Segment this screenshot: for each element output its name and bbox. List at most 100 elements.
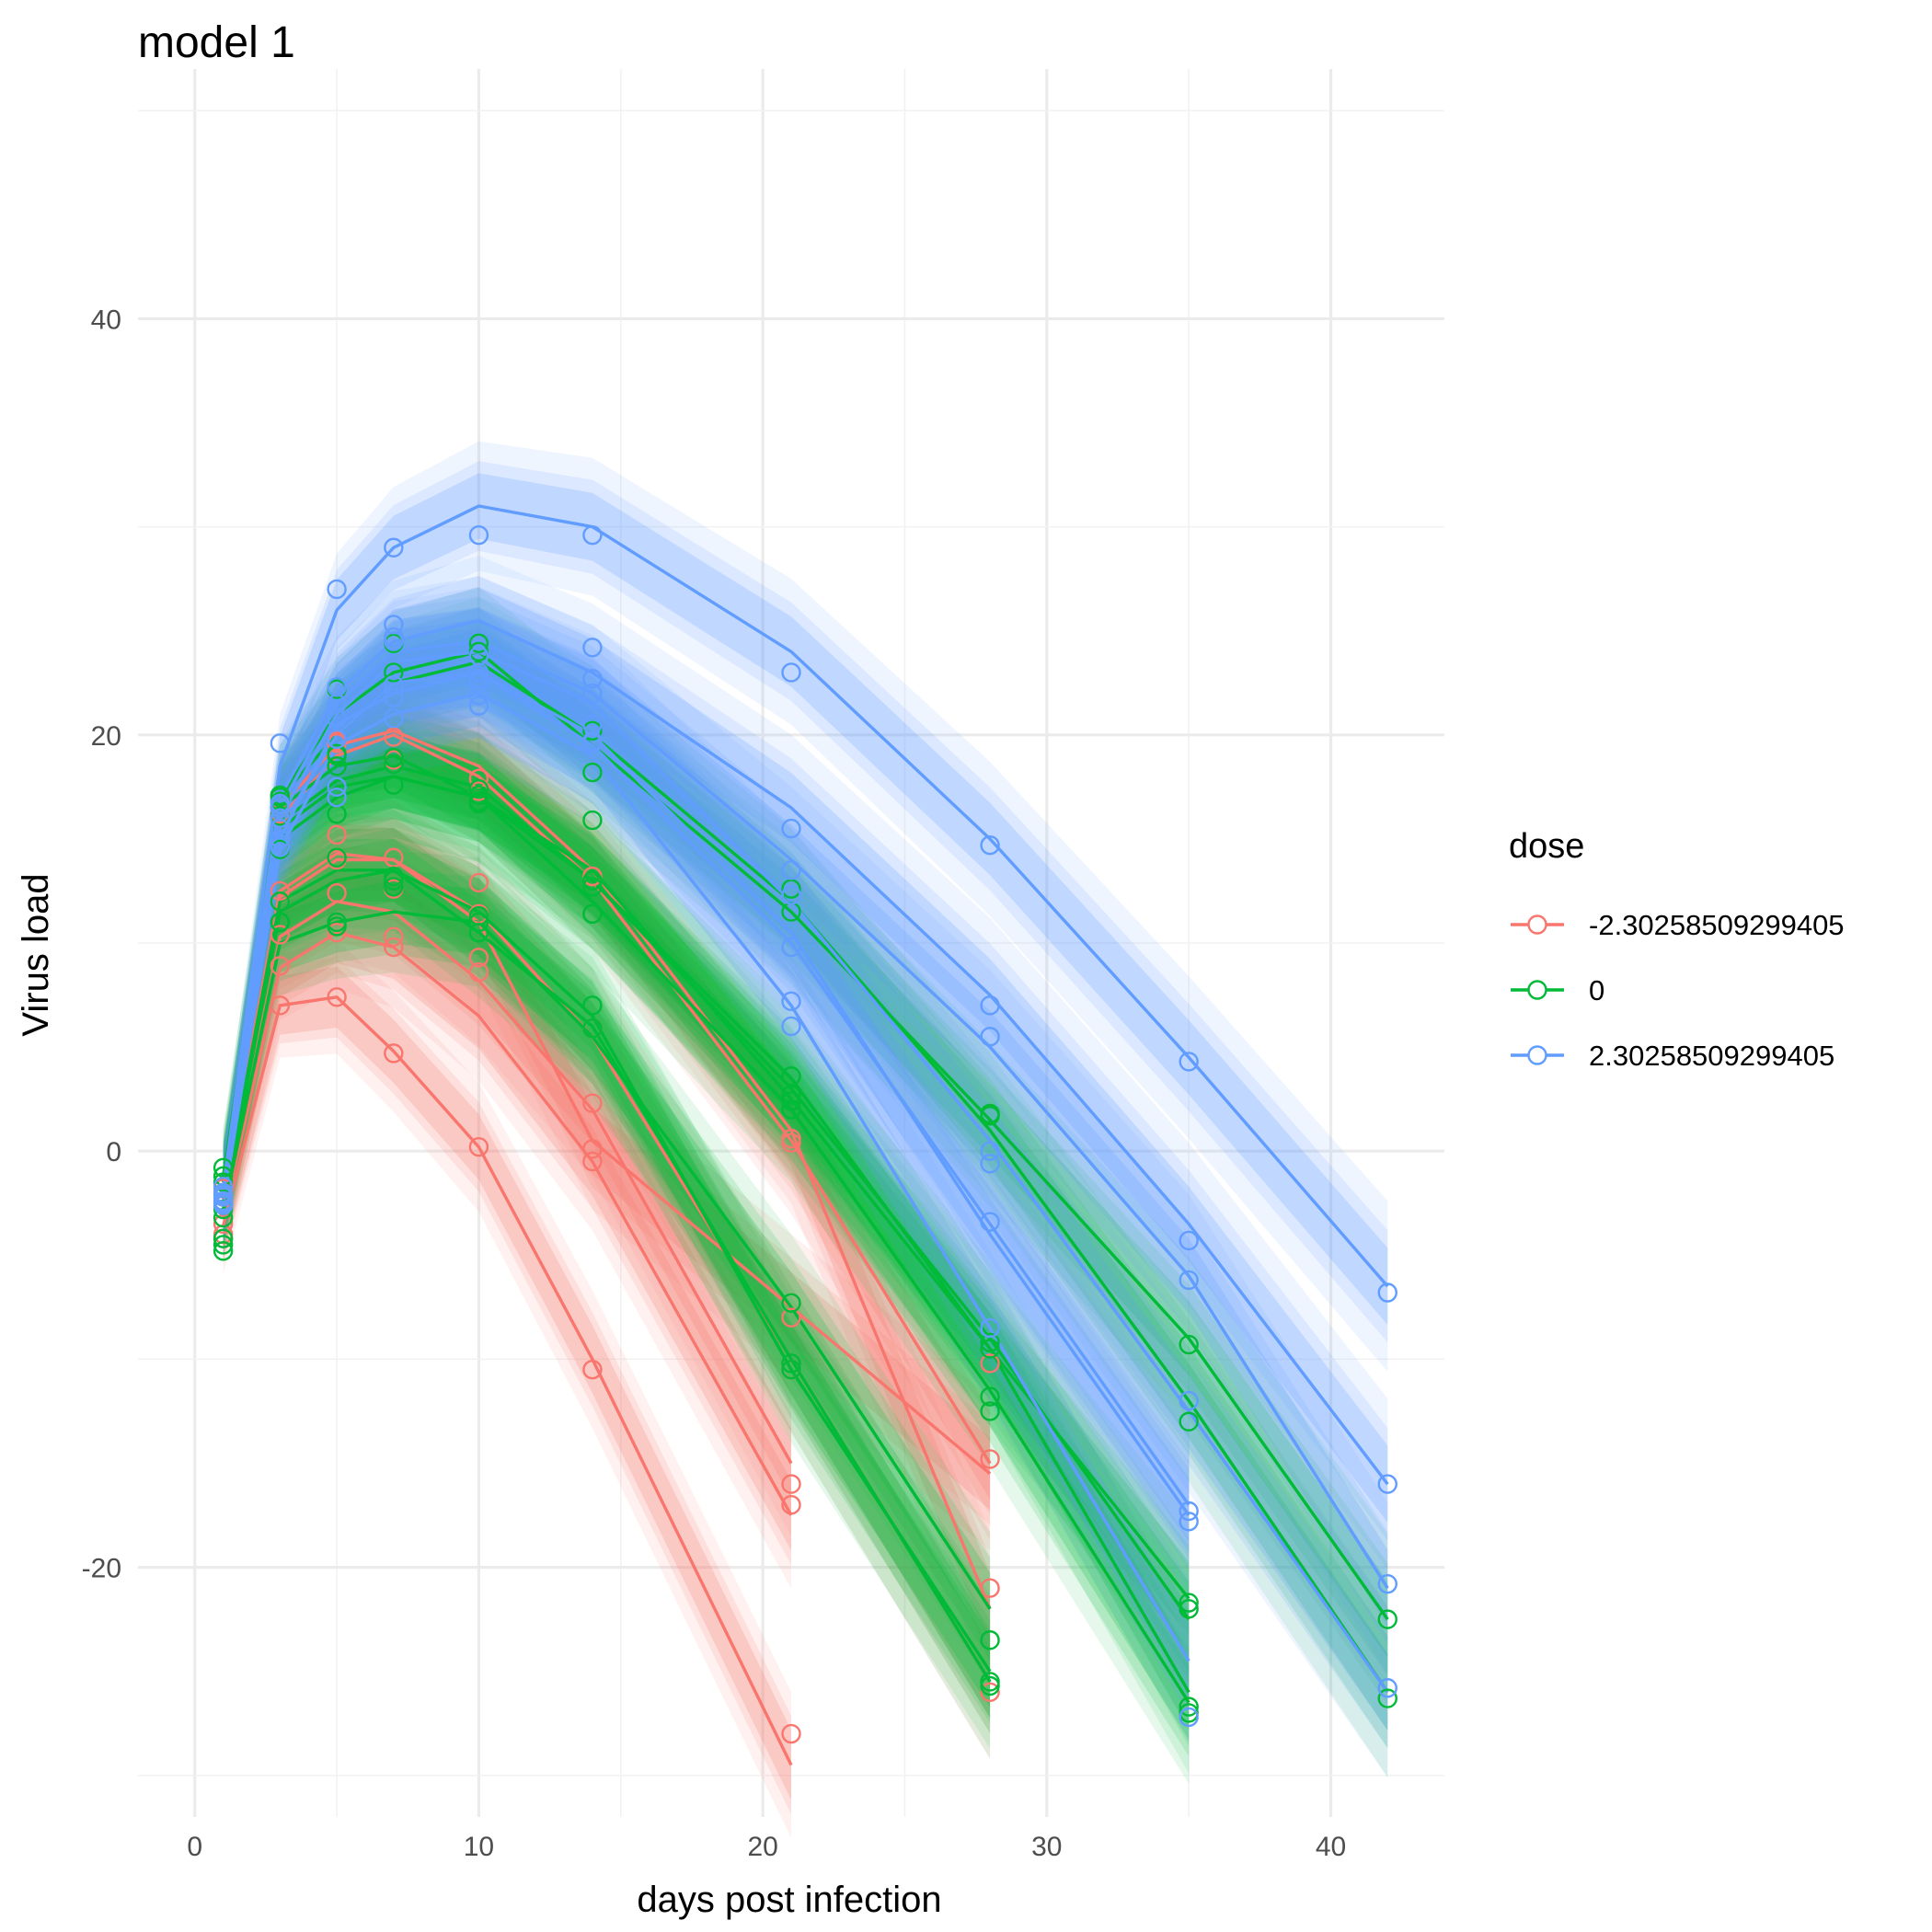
data-point — [781, 1307, 801, 1328]
data-point — [468, 685, 489, 706]
data-point — [582, 720, 603, 741]
legend-item: 2.30258509299405 — [1511, 1040, 1834, 1072]
data-point — [781, 1128, 801, 1149]
data-point — [980, 1630, 1000, 1650]
legend-key-point — [1527, 980, 1547, 1000]
data-point — [468, 778, 489, 799]
data-point — [582, 669, 603, 689]
data-point — [781, 1085, 801, 1105]
data-point — [327, 824, 347, 845]
ribbon-band — [223, 606, 1388, 1749]
data-point — [781, 1066, 801, 1087]
data-point — [213, 1157, 234, 1178]
data-point — [327, 912, 347, 933]
y-tick-label: 20 — [91, 721, 121, 752]
ribbon-band — [223, 473, 1388, 1325]
data-point — [781, 818, 801, 839]
ribbon-band — [223, 733, 1190, 1652]
data-point — [1377, 1573, 1397, 1594]
data-point — [468, 912, 489, 933]
data-point — [781, 1293, 801, 1314]
legend-label: 0 — [1589, 974, 1604, 1006]
data-point — [582, 903, 603, 925]
legend-item: -2.30258509299405 — [1511, 909, 1845, 941]
data-point — [1179, 1501, 1199, 1522]
data-point — [1377, 1688, 1397, 1708]
chart-title: model 1 — [138, 18, 295, 67]
data-point — [384, 662, 404, 683]
data-point — [582, 1018, 603, 1039]
data-point — [327, 787, 347, 808]
data-point — [468, 961, 489, 983]
x-tick-label: 10 — [464, 1832, 494, 1862]
ribbon-band — [223, 723, 1190, 1673]
ribbon-band — [223, 891, 792, 1565]
y-tick-label: 0 — [106, 1137, 121, 1167]
data-point — [213, 1241, 234, 1261]
data-point — [582, 1093, 603, 1113]
data-point — [384, 708, 404, 729]
data-point — [468, 948, 489, 968]
data-point — [582, 877, 603, 897]
data-point — [980, 1386, 1000, 1407]
data-point — [1179, 1599, 1199, 1619]
data-point — [980, 1682, 1000, 1702]
data-point — [980, 1332, 1000, 1352]
data-point — [384, 1043, 404, 1064]
ribbon-band — [223, 575, 1388, 1541]
data-point — [582, 870, 603, 891]
data-point — [384, 687, 404, 707]
legend-key-point — [1527, 914, 1547, 935]
data-point — [1377, 1678, 1397, 1698]
data-point — [468, 793, 489, 814]
data-point — [781, 1099, 801, 1120]
ribbon-band — [223, 716, 1190, 1680]
data-point — [213, 1228, 234, 1248]
plot-grid — [138, 69, 1444, 1817]
legend: dose -2.30258509299405 0 2.30258509299405 — [1509, 827, 1845, 1072]
data-point — [781, 1723, 801, 1744]
x-tick-label: 0 — [187, 1832, 202, 1862]
data-point — [980, 1027, 1000, 1047]
fit-line — [221, 868, 992, 1673]
data-point — [781, 1016, 801, 1037]
fit-line — [221, 868, 992, 1683]
ribbon-band — [223, 713, 1190, 1746]
data-point — [327, 729, 347, 750]
data-point — [582, 995, 603, 1016]
ribbon-band — [223, 716, 1190, 1784]
ribbon-band — [223, 957, 792, 1814]
y-tick-label: -20 — [82, 1554, 121, 1584]
fit-line — [221, 995, 793, 1766]
x-tick-label: 40 — [1316, 1832, 1346, 1862]
data-point — [980, 1154, 1000, 1174]
data-point — [213, 1213, 234, 1235]
data-point — [980, 1449, 1000, 1469]
ribbon-band — [223, 586, 1388, 1705]
data-point — [270, 880, 291, 902]
data-point — [384, 877, 404, 897]
data-point — [980, 1339, 1000, 1359]
data-point — [384, 747, 404, 768]
fit-line — [221, 618, 1389, 1486]
ribbon-band — [223, 797, 991, 1759]
data-point — [270, 956, 291, 976]
data-point — [468, 696, 489, 716]
ribbon-band — [223, 607, 1190, 1597]
data-point — [384, 937, 404, 958]
data-point — [582, 524, 603, 546]
data-point — [1179, 1707, 1199, 1728]
ribbon-band — [223, 461, 1388, 1343]
data-point — [468, 905, 489, 926]
legend-title: dose — [1509, 827, 1584, 866]
data-point — [384, 537, 404, 558]
fit-line — [221, 504, 1389, 1288]
data-point — [781, 879, 801, 899]
data-point — [781, 1495, 801, 1515]
data-point — [270, 733, 291, 753]
data-point — [1179, 1390, 1199, 1411]
data-point — [327, 883, 347, 903]
data-point — [781, 1353, 801, 1374]
legend-label: 2.30258509299405 — [1589, 1040, 1834, 1072]
data-point — [327, 847, 347, 868]
